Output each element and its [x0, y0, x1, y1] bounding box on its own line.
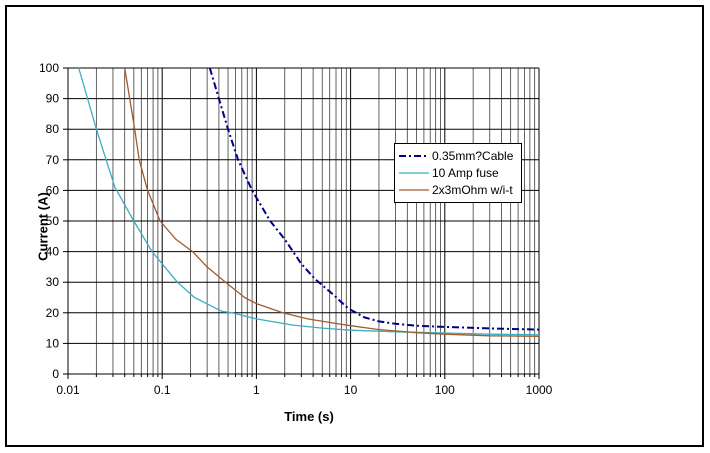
y-tick-label: 90 — [46, 92, 60, 106]
legend-item: 2x3mOhm w/i-t — [399, 182, 517, 199]
y-tick-label: 70 — [46, 153, 60, 167]
y-tick-label: 20 — [46, 306, 60, 320]
y-tick-label: 30 — [46, 275, 60, 289]
legend-label-cable: 0.35mm?Cable — [432, 148, 514, 163]
x-tick-label: 1 — [253, 383, 260, 397]
legend: 0.35mm?Cable 10 Amp fuse 2x3mOhm w/i-t — [394, 143, 522, 203]
x-tick-label: 100 — [435, 383, 455, 397]
x-tick-label: 1000 — [526, 383, 553, 397]
axis-ticks — [63, 67, 540, 379]
y-tick-label: 50 — [46, 214, 60, 228]
fuse-line-sample — [399, 172, 429, 174]
y-tick-label: 60 — [46, 183, 60, 197]
cable-line-sample — [399, 154, 429, 157]
x-axis-title: Time (s) — [284, 409, 334, 424]
gridlines — [67, 67, 540, 375]
legend-label-wire: 2x3mOhm w/i-t — [432, 183, 513, 198]
y-tick-label: 40 — [46, 245, 60, 259]
wire-line-sample — [399, 189, 429, 191]
y-axis-title: Current (A) — [35, 192, 51, 261]
tick-labels: 0.01 0.1 1 10 100 1000 0 10 20 30 40 50 60 70 80 90 100 — [39, 61, 553, 397]
x-tick-label: 0.01 — [56, 383, 80, 397]
series-line-0 — [208, 67, 540, 331]
y-tick-label: 10 — [46, 336, 60, 350]
series-line-2 — [124, 67, 540, 338]
legend-label-fuse: 10 Amp fuse — [432, 165, 499, 180]
x-tick-label: 10 — [344, 383, 358, 397]
y-tick-label: 80 — [46, 122, 60, 136]
plot-area: 0.01 0.1 1 10 100 1000 0 10 20 30 40 50 60 70 80 90 100 — [39, 61, 553, 397]
chart-frame: 0.01 0.1 1 10 100 1000 0 10 20 30 40 50 60 70 80 90 100 … — [5, 5, 704, 447]
legend-item: 0.35mm?Cable — [399, 147, 517, 164]
y-tick-label: 100 — [39, 61, 59, 75]
legend-item: 10 Amp fuse — [399, 164, 517, 181]
y-tick-label: 0 — [52, 367, 59, 381]
x-tick-label: 0.1 — [154, 383, 171, 397]
